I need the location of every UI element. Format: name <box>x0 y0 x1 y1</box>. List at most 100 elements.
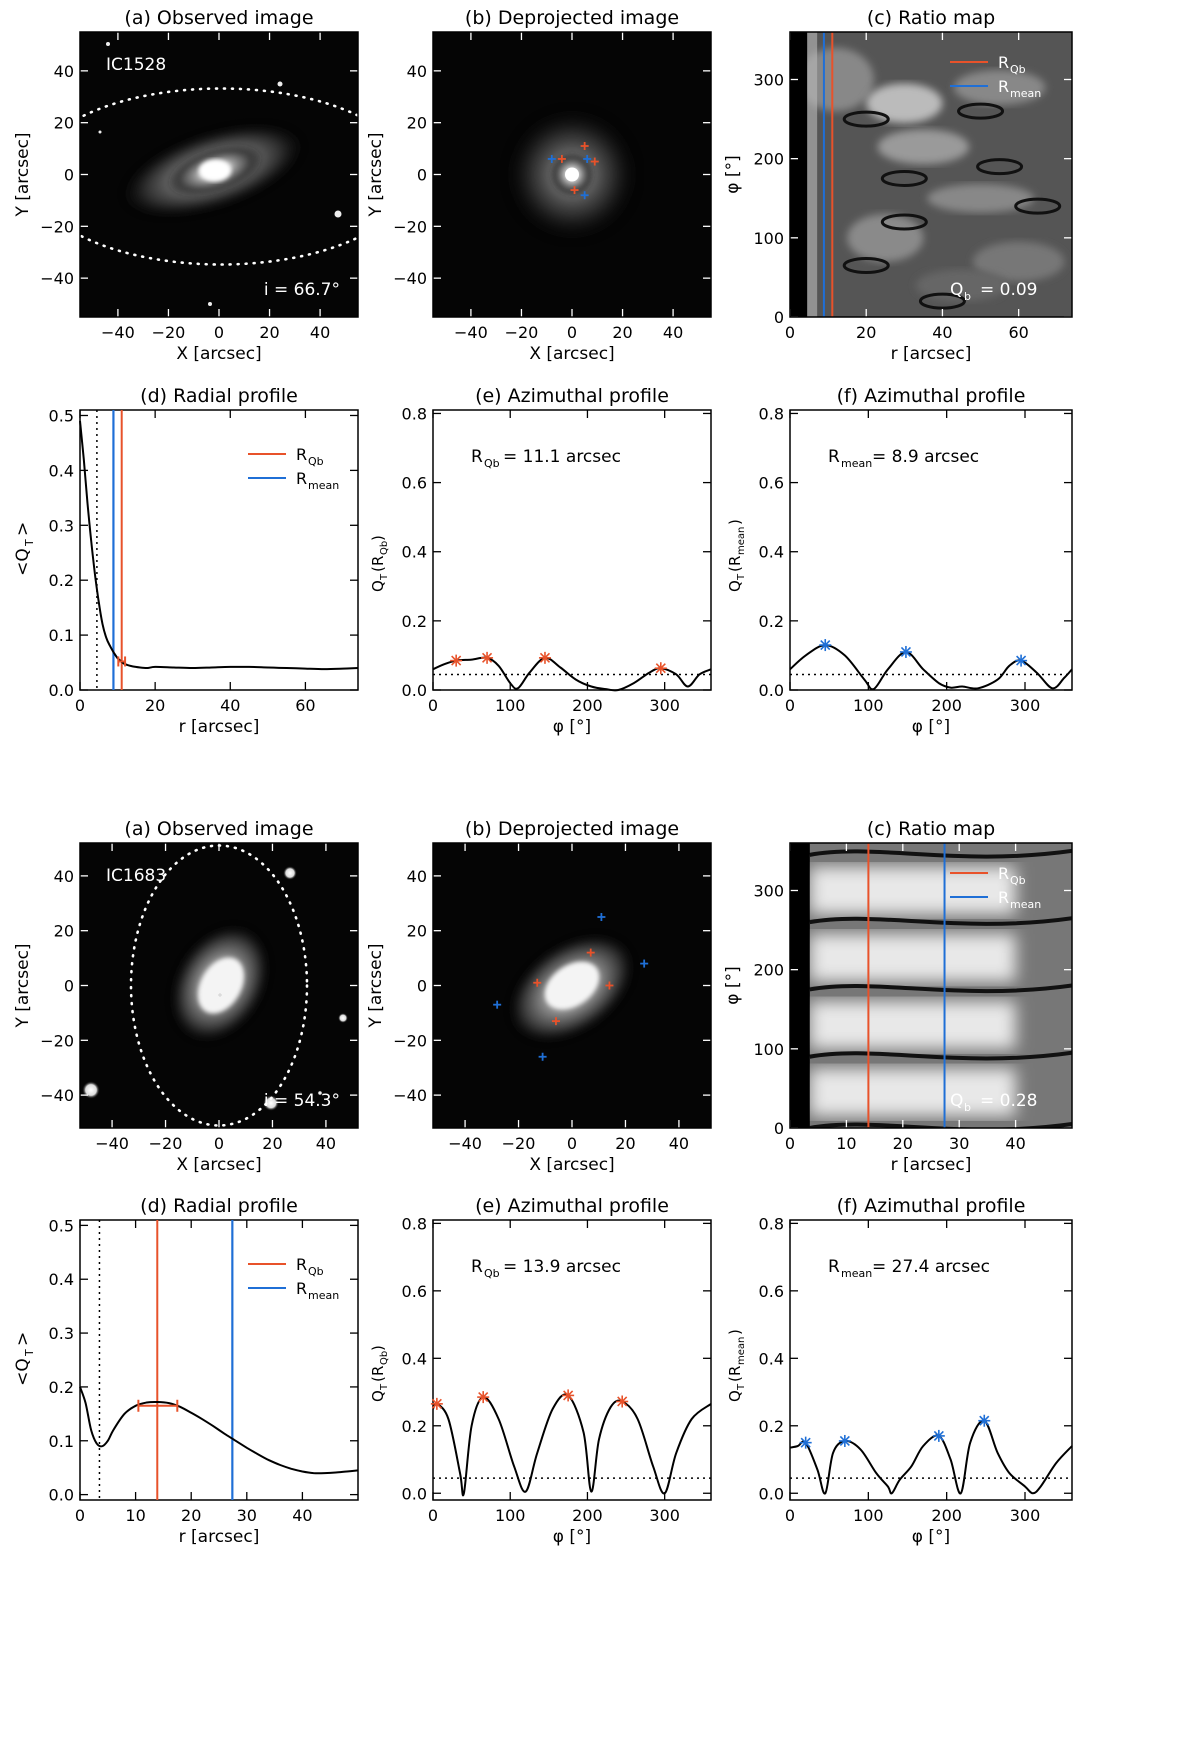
deprojected-image <box>493 912 649 1061</box>
map-contour <box>809 983 1072 994</box>
map-contour <box>976 158 1024 176</box>
y-tick-label: 0.0 <box>402 1484 427 1503</box>
legend-label-qb-sub: Qb <box>308 455 324 468</box>
y-tick-label: 0.6 <box>759 1282 784 1301</box>
x-tick-label: 0 <box>214 1134 224 1153</box>
peak-marker <box>979 1415 990 1426</box>
y-axis-label: Y [arcsec] <box>13 132 33 217</box>
star <box>283 866 297 880</box>
x-tick-label: 10 <box>836 1134 856 1153</box>
panel-title: (f) Azimuthal profile <box>837 385 1026 407</box>
x-tick-label: 300 <box>1010 696 1041 715</box>
plot-frame <box>432 842 712 1129</box>
map-contour <box>809 848 1072 859</box>
legend-label-mean: R <box>296 469 307 488</box>
legend-label-qb: R <box>998 53 1009 72</box>
axes: (b) Deprojected image −40 −20 0 20 40 −40 −20 0 2… <box>393 818 712 1175</box>
map-mask <box>790 32 808 317</box>
panel-title: (b) Deprojected image <box>465 7 679 29</box>
y-axis-label-r-sub: mean <box>736 1337 747 1365</box>
y-tick-label: 0 <box>417 977 427 996</box>
y-axis-label: Y [arcsec] <box>366 132 386 217</box>
y-tick-label: −20 <box>393 217 427 236</box>
peak-marker <box>1016 655 1027 666</box>
y-tick-label: 0.2 <box>759 1417 784 1436</box>
plot-frame <box>789 1219 1073 1501</box>
ratio-map <box>790 32 1072 317</box>
panel-title: (c) Ratio map <box>867 7 995 29</box>
axes: (b) Deprojected image −40 −20 0 20 40 −40 −20 0 2… <box>393 7 712 364</box>
peak-marker <box>933 1430 944 1441</box>
y-tick-label: 40 <box>54 867 74 886</box>
map-contour <box>809 916 1072 926</box>
legend-label-qb-sub: Qb <box>1010 63 1026 76</box>
star <box>317 1090 323 1096</box>
y-tick-label: 0.8 <box>759 404 784 423</box>
deprojected-image <box>512 114 632 235</box>
azimuthal-profile-line <box>432 656 712 692</box>
x-tick-label: 60 <box>1008 323 1028 342</box>
y-tick-label: 40 <box>407 867 427 886</box>
y-axis-label: φ [°] <box>723 966 743 1004</box>
y-tick-label: −40 <box>40 1086 74 1105</box>
x-tick-label: 30 <box>949 1134 969 1153</box>
inclination-label: i = 54.3° <box>264 1091 340 1111</box>
axes: (d) Radial profile 0 10 20 30 40 0.0 0.1 0.2 0.3 0… <box>49 1195 359 1547</box>
radius-label-main: R <box>828 447 840 467</box>
y-tick-label: 0.6 <box>759 474 784 493</box>
map-contour <box>842 110 890 128</box>
y-tick-label: 0.6 <box>402 1282 427 1301</box>
x-tick-label: 20 <box>181 1506 201 1525</box>
x-tick-label: −20 <box>502 1134 536 1153</box>
x-axis-label: φ [°] <box>553 1527 591 1547</box>
y-tick-label: 0.2 <box>402 612 427 631</box>
y-axis-label-paren: ( <box>726 566 744 572</box>
y-tick-label: 0.1 <box>49 626 74 645</box>
x-tick-label: 0 <box>785 1134 795 1153</box>
inclination-label: i = 66.7° <box>264 280 340 300</box>
radius-label-sub: Qb <box>484 1267 500 1280</box>
y-tick-label: 0.0 <box>759 681 784 700</box>
x-axis-label: X [arcsec] <box>529 1155 614 1175</box>
axes: (a) Observed image −40 −20 0 20 40 −40 −20 0 20 40… <box>40 818 359 1175</box>
y-axis-label-sub: T <box>379 1383 390 1391</box>
x-tick-label: −40 <box>448 1134 482 1153</box>
peak-marker <box>617 1396 628 1407</box>
map-blob <box>953 70 1046 105</box>
legend-label-mean-sub: mean <box>308 1289 339 1302</box>
plot-frame <box>79 842 359 1129</box>
peak-marker <box>481 652 493 663</box>
peak-marker <box>431 1398 442 1409</box>
y-tick-label: 0.4 <box>759 1349 784 1368</box>
x-axis-label: r [arcsec] <box>179 1527 260 1547</box>
x-axis-label: X [arcsec] <box>176 1155 261 1175</box>
y-tick-label: 0 <box>774 308 784 327</box>
y-axis-label: Y [arcsec] <box>366 943 386 1028</box>
map-blob <box>927 184 1034 213</box>
x-tick-label: −40 <box>95 1134 129 1153</box>
y-tick-label: 0.3 <box>49 516 74 535</box>
y-tick-label: 0.2 <box>49 571 74 590</box>
x-tick-label: −40 <box>454 323 488 342</box>
map-contour <box>918 292 966 310</box>
plot-frame <box>432 31 712 318</box>
x-tick-label: 30 <box>237 1506 257 1525</box>
y-axis-label: Y [arcsec] <box>13 943 33 1028</box>
axes: (c) Ratio map 0 20 40 60 0 100 200 300 r [arcsec] <box>753 7 1073 364</box>
x-tick-label: 300 <box>1010 1506 1041 1525</box>
y-axis-label: <QT > <box>13 1332 36 1386</box>
y-tick-label: −40 <box>393 1086 427 1105</box>
y-tick-label: 40 <box>407 62 427 81</box>
star <box>334 210 342 218</box>
legend-label-qb: R <box>296 445 307 464</box>
y-axis-label-main: Q <box>726 1390 744 1402</box>
star <box>98 130 102 134</box>
deprojection-ellipse <box>80 87 358 266</box>
x-tick-label: 40 <box>316 1134 336 1153</box>
y-axis-label-r-sub: Qb <box>379 1351 390 1365</box>
y-tick-label: 0.2 <box>49 1378 74 1397</box>
x-tick-label: 0 <box>428 696 438 715</box>
